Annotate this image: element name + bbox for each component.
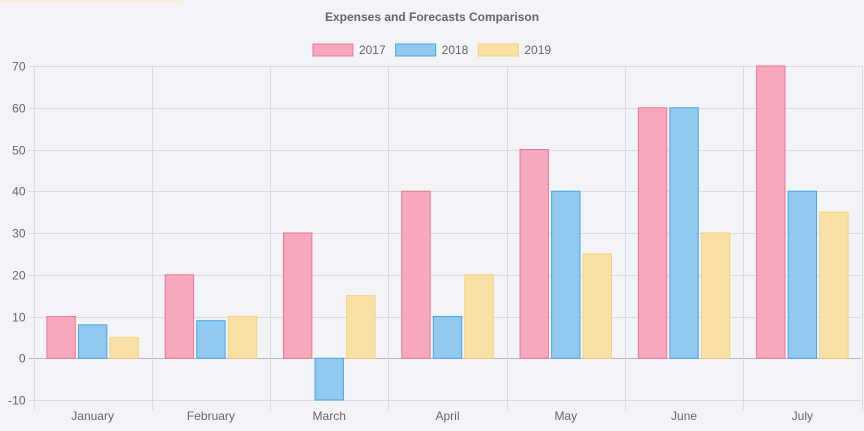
bar-2017-january[interactable]: [46, 316, 76, 359]
bar-2017-march[interactable]: [282, 232, 313, 359]
legend-swatch: [395, 43, 437, 57]
bar-2018-march[interactable]: [314, 357, 344, 401]
bar-2017-april[interactable]: [401, 190, 431, 359]
bar-2019-february[interactable]: [227, 316, 258, 359]
y-tick-label: 30: [12, 227, 26, 241]
x-axis: January February March April May June July: [71, 409, 813, 423]
legend-label: 2018: [442, 43, 469, 57]
y-tick-label: -10: [8, 394, 26, 408]
x-tick-label: January: [71, 409, 114, 423]
bar-2018-may[interactable]: [551, 190, 581, 359]
x-tick-label: March: [313, 409, 346, 423]
x-tick-label: July: [792, 409, 813, 423]
legend-item-2017[interactable]: 2017: [312, 43, 386, 57]
legend: 2017 2018 2019: [312, 43, 551, 57]
bar-2018-july[interactable]: [787, 190, 818, 359]
x-tick-label: June: [671, 409, 697, 423]
bar-2019-may[interactable]: [582, 253, 613, 359]
y-tick-label: 50: [12, 144, 26, 158]
bars: [46, 65, 849, 401]
bar-2019-june[interactable]: [700, 232, 731, 359]
bar-2019-april[interactable]: [464, 274, 494, 359]
legend-swatch: [477, 43, 519, 57]
y-tick-label: 70: [12, 60, 26, 74]
y-tick-label: 60: [12, 102, 26, 116]
bar-2019-january[interactable]: [109, 336, 139, 359]
legend-item-2019[interactable]: 2019: [477, 43, 551, 57]
y-tick-label: 0: [19, 352, 26, 366]
x-tick-label: February: [187, 409, 235, 423]
bar-2017-july[interactable]: [756, 65, 786, 359]
corner-tab: [0, 0, 190, 2]
y-axis: -10 0 10 20 30 40 50 60 70: [8, 60, 26, 408]
bar-2018-january[interactable]: [77, 324, 108, 359]
y-tick-label: 40: [12, 185, 26, 199]
legend-swatch: [312, 43, 354, 57]
x-tick-label: April: [435, 409, 459, 423]
legend-item-2018[interactable]: 2018: [395, 43, 469, 57]
legend-label: 2019: [524, 43, 551, 57]
bar-2018-june[interactable]: [669, 107, 699, 359]
bar-2018-february[interactable]: [196, 320, 226, 359]
chart-title: Expenses and Forecasts Comparison: [325, 10, 539, 24]
legend-label: 2017: [359, 43, 386, 57]
bar-2019-july[interactable]: [819, 211, 849, 359]
bar-2017-may[interactable]: [519, 149, 549, 359]
bar-2018-april[interactable]: [432, 316, 463, 359]
y-tick-label: 20: [12, 269, 26, 283]
y-tick-label: 10: [12, 311, 26, 325]
bar-2017-february[interactable]: [164, 274, 195, 359]
bar-2017-june[interactable]: [637, 107, 668, 359]
x-tick-label: May: [554, 409, 577, 423]
bar-2019-march[interactable]: [346, 295, 376, 359]
